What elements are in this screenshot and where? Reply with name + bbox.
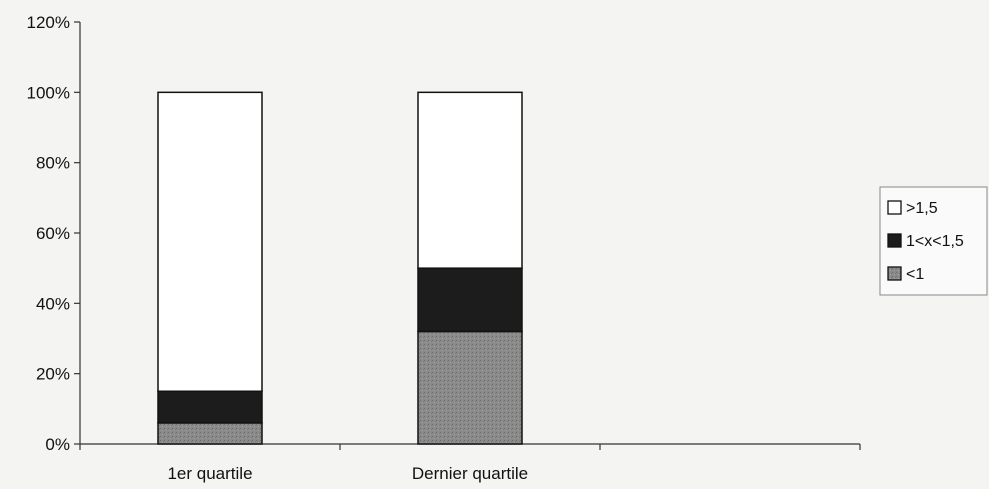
legend-label: >1,5 xyxy=(906,200,938,217)
y-axis: 0% 20% 40% 60% 80% 100% 120% xyxy=(27,13,81,454)
y-tick-label: 100% xyxy=(27,83,70,102)
bars: 1er quartile Dernier quartile xyxy=(157,91,528,483)
y-tick-label: 0% xyxy=(45,435,70,454)
y-tick-label: 40% xyxy=(36,294,70,313)
bar-segment xyxy=(157,422,263,445)
y-tick-label: 20% xyxy=(36,365,70,384)
category-label: Dernier quartile xyxy=(412,464,528,483)
legend-label: <1 xyxy=(906,266,924,283)
bar-segment xyxy=(417,91,523,269)
bar-segment xyxy=(417,267,523,333)
bar-segment xyxy=(157,91,263,392)
legend-swatch xyxy=(887,200,902,215)
bar-segment xyxy=(417,330,523,445)
x-axis xyxy=(79,443,861,450)
legend-swatch xyxy=(887,266,902,281)
y-tick-label: 120% xyxy=(27,13,70,32)
y-tick-label: 60% xyxy=(36,224,70,243)
legend: >1,5 1<x<1,5 <1 xyxy=(879,186,988,296)
y-tick-label: 80% xyxy=(36,154,70,173)
legend-swatch xyxy=(887,233,902,248)
category-label: 1er quartile xyxy=(167,464,252,483)
legend-label: 1<x<1,5 xyxy=(906,233,964,250)
bar-segment xyxy=(157,390,263,424)
